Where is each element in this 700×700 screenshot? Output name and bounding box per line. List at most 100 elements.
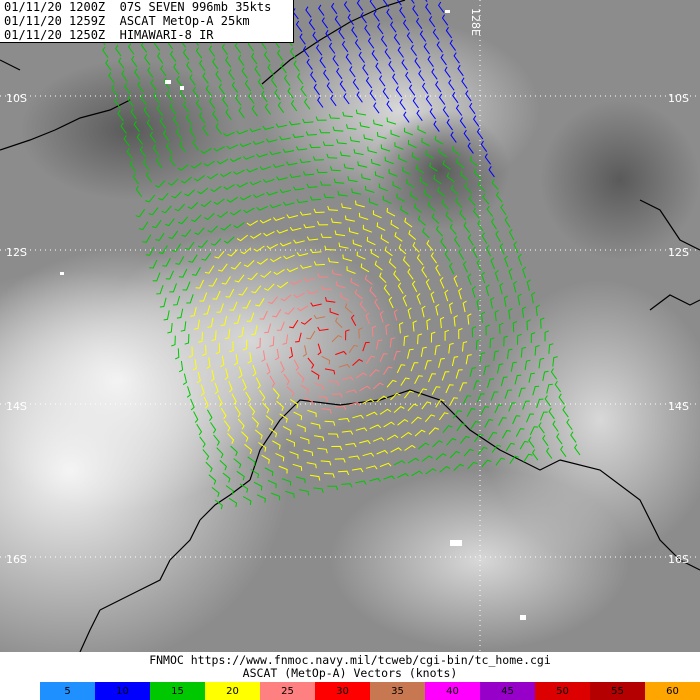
wind-barb [318, 4, 325, 16]
wind-barb [145, 246, 155, 256]
wind-barb [313, 487, 324, 493]
wind-barb [220, 223, 232, 231]
wind-barb [469, 367, 477, 378]
wind-barb [161, 205, 172, 214]
wind-barb [152, 144, 160, 156]
wind-barb [313, 261, 326, 266]
wind-barb [238, 287, 248, 296]
wind-barb [188, 346, 193, 358]
wind-barb [370, 248, 380, 258]
wind-barb [145, 171, 153, 183]
wind-barb [275, 452, 285, 462]
wind-barb [288, 121, 301, 126]
wind-barb [369, 286, 377, 298]
wind-barb [242, 496, 252, 505]
wind-barb [480, 140, 488, 152]
wind-barb [289, 319, 299, 329]
wind-barb [148, 207, 159, 216]
wind-barb [126, 147, 133, 160]
wind-barb [435, 453, 447, 461]
wind-barb [169, 155, 176, 167]
wind-barb [434, 135, 444, 145]
wind-barb [274, 89, 281, 101]
wind-barb [223, 236, 235, 244]
wind-barb [426, 318, 431, 330]
wind-barb [105, 59, 112, 71]
wind-barb [259, 389, 266, 402]
wind-barb [393, 270, 400, 282]
wind-barb [296, 424, 306, 433]
wind-barb [425, 3, 432, 15]
wind-barb [486, 205, 494, 217]
wind-barb [218, 83, 226, 95]
wind-barb [361, 173, 371, 181]
wind-barb [448, 302, 454, 314]
wind-barb [486, 378, 495, 388]
wind-barb [229, 341, 234, 353]
wind-barb [210, 369, 215, 382]
wind-barb [145, 194, 156, 203]
wind-barb [290, 100, 298, 112]
wind-barb [463, 129, 470, 142]
wind-barb [246, 220, 259, 227]
wind-barb [503, 295, 509, 307]
wind-barb [343, 93, 350, 105]
wind-barb [481, 271, 486, 284]
wind-barb [425, 278, 431, 291]
wind-barb [404, 390, 414, 399]
wind-barb [419, 176, 429, 187]
wind-barb [169, 103, 177, 115]
wind-barb [397, 418, 409, 426]
wind-barb [416, 293, 421, 305]
wind-barb [476, 298, 481, 311]
wind-barb [234, 274, 245, 283]
wind-barb [531, 291, 536, 304]
wind-barb [421, 455, 433, 462]
wind-barb [462, 395, 472, 405]
wind-barb [457, 64, 464, 77]
wind-barb [331, 445, 343, 451]
wind-barb [347, 176, 358, 183]
wind-barb [462, 341, 468, 352]
wind-barb [166, 90, 173, 102]
wind-barb [272, 440, 281, 450]
wind-barb [201, 252, 212, 261]
wind-barb [314, 382, 324, 391]
wind-barb [519, 440, 529, 450]
wind-barb [480, 406, 490, 416]
wind-barb [324, 420, 336, 426]
wind-barb [372, 437, 385, 442]
wind-barb [164, 218, 175, 227]
wind-barb [256, 337, 261, 349]
wind-barb [472, 115, 480, 127]
wind-barb [187, 202, 199, 210]
wind-barb [424, 414, 436, 423]
wind-barb [287, 87, 294, 99]
wind-barb [383, 284, 391, 296]
wind-barb [333, 178, 345, 184]
wind-barb [292, 463, 303, 471]
wind-barb [315, 116, 327, 121]
wind-barb [472, 246, 478, 259]
wind-barb [225, 108, 232, 120]
wind-barb [165, 270, 174, 280]
wind-barb [325, 296, 336, 303]
wind-barb [177, 216, 189, 225]
wind-barb [322, 141, 334, 146]
wind-barb [224, 420, 231, 432]
wind-barb [308, 19, 316, 31]
wind-barb [436, 41, 443, 53]
wind-barb [286, 386, 295, 397]
wind-barb [233, 222, 245, 229]
wind-barb [431, 386, 441, 395]
wind-barb [477, 220, 484, 232]
wind-barb [337, 470, 350, 476]
wind-barb [398, 322, 404, 334]
wind-barb [167, 178, 179, 186]
wind-barb [373, 10, 380, 22]
wind-barb [219, 460, 227, 471]
wind-barb [359, 440, 371, 445]
wind-barb [517, 253, 523, 266]
wind-barb [438, 412, 449, 421]
wind-barb [196, 371, 201, 384]
